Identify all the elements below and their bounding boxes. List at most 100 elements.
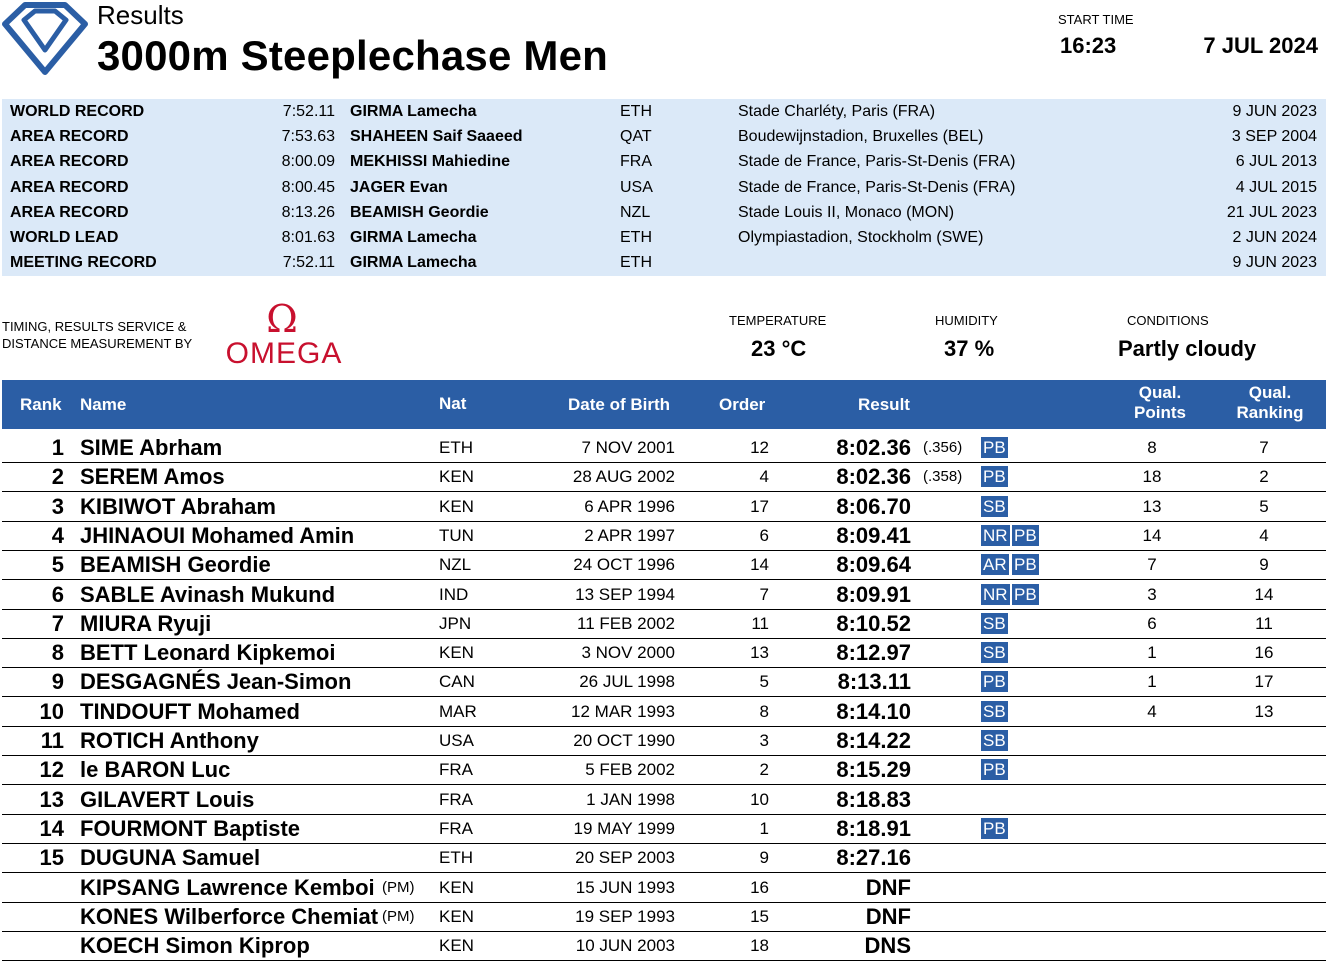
athlete-name: SABLE Avinash Mukund (80, 581, 336, 607)
rank-cell: 1 (51, 435, 64, 460)
table-row: 9 DESGAGNÉS Jean-Simon CAN 26 JUL 1998 5 8:13… (2, 667, 1326, 698)
record-badge-2: PB (1012, 583, 1039, 605)
record-badge: SB (981, 700, 1008, 722)
table-row: 14 FOURMONT Baptiste FRA 19 MAY 1999 1 8:18.9… (2, 814, 1326, 844)
result-cell: 8:09.41 (836, 522, 911, 548)
result-cell: 8:18.91 (836, 815, 911, 841)
athlete-name: ROTICH Anthony (80, 728, 259, 753)
record-type: AREA RECORD (10, 153, 129, 171)
result-cell: 8:02.36 (836, 464, 911, 490)
table-row: 13 GILAVERT Louis FRA 1 JAN 1998 10 8:18.83 (2, 785, 1326, 815)
nat-cell: MAR (439, 701, 477, 721)
record-badge: SB (981, 730, 1008, 751)
qual-ranking-cell: 11 (1255, 613, 1273, 633)
temperature-value: 23 °C (751, 336, 807, 361)
rank-cell: 14 (39, 815, 64, 841)
dob-cell: 7 NOV 2001 (581, 438, 675, 457)
nat-cell: IND (439, 584, 469, 604)
qual-points-cell: 3 (1147, 584, 1157, 604)
timing-credit: TIMING, RESULTS SERVICE & DISTANCE MEASU… (2, 318, 192, 352)
athlete-name: JHINAOUI Mohamed Amin (80, 522, 355, 548)
nat-cell: ETH (439, 848, 473, 868)
record-row: AREA RECORD 7:53.63 SHAHEEN Saif Saaeed QAT… (2, 124, 1326, 149)
dob-cell: 2 APR 1997 (584, 525, 675, 545)
order-cell: 10 (750, 789, 769, 809)
qual-points-cell: 14 (1142, 525, 1162, 545)
record-holder: GIRMA Lamecha (350, 103, 477, 120)
dob-cell: 6 APR 1996 (584, 496, 675, 516)
record-type: WORLD RECORD (10, 103, 145, 120)
dob-cell: 19 SEP 1993 (575, 906, 675, 926)
qual-points-cell: 1 (1147, 672, 1157, 692)
qual-points-cell: 6 (1147, 613, 1157, 633)
record-badge: SB (981, 612, 1008, 634)
header-dob: Date of Birth (568, 395, 670, 414)
nat-cell: KEN (439, 936, 474, 956)
dob-cell: 24 OCT 1996 (573, 555, 675, 575)
qual-points-cell: 7 (1147, 555, 1157, 575)
header-qual-ranking: Qual. Ranking (1230, 383, 1310, 423)
record-date: 6 JUL 2013 (1235, 153, 1317, 171)
athlete-name: GILAVERT Louis (80, 786, 255, 812)
start-time-label: START TIME (1058, 12, 1134, 27)
athlete-name: DESGAGNÉS Jean-Simon (80, 669, 352, 695)
result-cell: 8:14.10 (836, 698, 911, 724)
table-row: 11 ROTICH Anthony USA 20 OCT 1990 3 8:14.22 SB (2, 726, 1326, 756)
result-cell: DNF (865, 903, 911, 929)
nat-cell: FRA (439, 760, 473, 780)
order-cell: 14 (750, 555, 769, 575)
record-venue: Boudewijnstadion, Bruxelles (BEL) (738, 128, 984, 146)
omega-word-text: OMEGA (226, 337, 343, 370)
record-time: 7:52.11 (282, 254, 335, 272)
record-badge: SB (981, 642, 1008, 664)
order-cell: 6 (759, 525, 769, 545)
record-time: 8:13.26 (281, 203, 335, 221)
record-time: 8:01.63 (281, 229, 335, 246)
result-cell: 8:27.16 (836, 845, 911, 871)
order-cell: 5 (759, 672, 769, 692)
order-cell: 8 (759, 701, 769, 721)
header-result: Result (858, 395, 910, 414)
dob-cell: 3 NOV 2000 (581, 643, 675, 663)
result-cell: 8:14.22 (836, 728, 911, 753)
athlete-name: BEAMISH Geordie (80, 552, 271, 578)
results-label: Results (97, 0, 184, 30)
record-badge-2: PB (1012, 554, 1039, 576)
record-badge: SB (981, 495, 1008, 517)
qual-ranking-cell: 13 (1254, 701, 1274, 721)
result-cell: 8:09.64 (836, 552, 911, 578)
diamond-logo (2, 2, 88, 75)
result-cell: 8:10.52 (836, 610, 911, 636)
qual-ranking-cell: 9 (1259, 555, 1269, 575)
result-cell: 8:15.29 (836, 757, 911, 783)
record-holder: GIRMA Lamecha (350, 229, 477, 246)
results-table-header: Rank Name Nat Date of Birth Order Result… (2, 380, 1326, 429)
record-holder: JAGER Evan (350, 178, 448, 196)
record-badge-2: PB (1012, 524, 1039, 546)
dob-cell: 5 FEB 2002 (585, 760, 675, 780)
qual-ranking-cell: 2 (1259, 467, 1269, 487)
dob-cell: 13 SEP 1994 (575, 584, 675, 604)
athlete-name: KONES Wilberforce Chemiat (80, 903, 379, 929)
table-row: 8 BETT Leonard Kipkemoi KEN 3 NOV 2000 13 8:1… (2, 638, 1326, 669)
record-date: 9 JUN 2023 (1232, 103, 1318, 120)
nat-cell: KEN (439, 467, 474, 487)
order-cell: 9 (759, 848, 769, 868)
record-venue: Stade Louis II, Monaco (MON) (738, 203, 955, 221)
nat-cell: TUN (439, 525, 474, 545)
order-cell: 3 (759, 731, 769, 750)
records-panel: WORLD RECORD 7:52.11 GIRMA Lamecha ETH Stade… (2, 99, 1326, 276)
result-cell: DNS (864, 933, 911, 959)
qual-ranking-cell: 14 (1254, 584, 1274, 604)
conditions-label: CONDITIONS (1127, 313, 1209, 328)
record-type: AREA RECORD (10, 128, 129, 146)
rank-cell: 10 (39, 698, 64, 724)
qual-points-cell: 13 (1142, 496, 1162, 516)
record-nat: NZL (620, 203, 651, 221)
timing-line-2: DISTANCE MEASUREMENT BY (2, 336, 193, 351)
header-nat: Nat (439, 394, 467, 413)
record-holder: SHAHEEN Saif Saaeed (350, 128, 523, 146)
record-holder: BEAMISH Geordie (350, 203, 489, 221)
table-row: 3 KIBIWOT Abraham KEN 6 APR 1996 17 8:06.70 SB… (2, 492, 1326, 522)
header-qual-points: Qual. Points (1120, 383, 1200, 423)
